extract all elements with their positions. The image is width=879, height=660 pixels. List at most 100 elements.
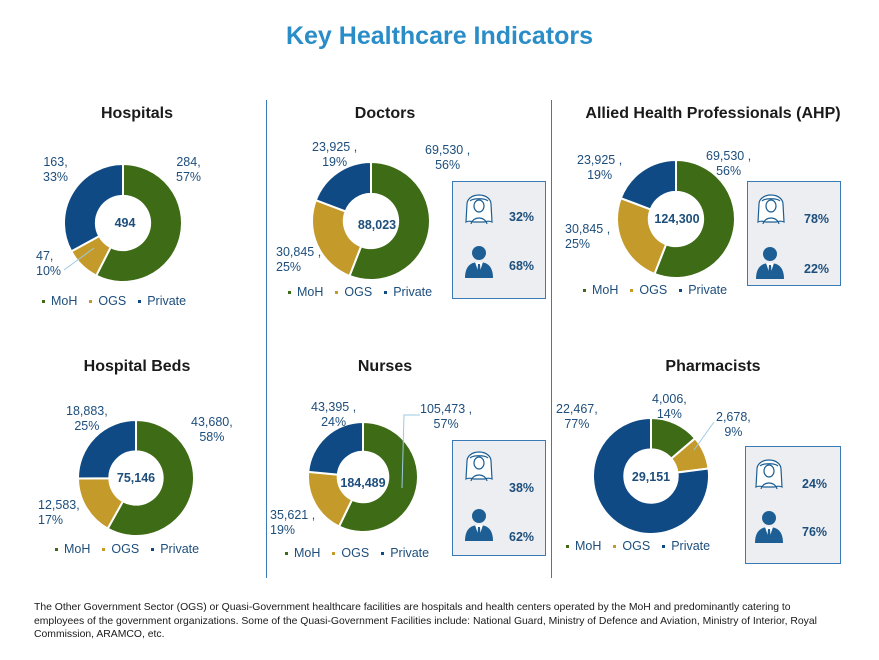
legend-item-ogs: OGS (89, 294, 126, 308)
legend-label: OGS (98, 294, 127, 308)
leader-line (693, 421, 715, 451)
legend-swatch (566, 545, 569, 549)
slice-label-private: 43,395 , 24% (311, 400, 357, 429)
slice-moh (337, 420, 419, 533)
chart-title-pharmacists: Pharmacists (665, 358, 761, 375)
female-percent: 24% (802, 477, 828, 491)
slice-label-ogs: 35,621 , 19% (270, 508, 316, 537)
legend-swatch (102, 548, 106, 552)
male-percent: 76% (802, 525, 828, 539)
chart-title-hospitals: Hospitals (100, 105, 174, 122)
legend-label: Private (147, 294, 187, 308)
slice-label-private: 18,883, 25% (66, 404, 108, 433)
legend-label: OGS (344, 285, 373, 299)
male-percent: 22% (804, 262, 830, 276)
female-percent: 78% (804, 212, 830, 226)
slice-private (63, 162, 124, 253)
legend-item-moh: MoH (285, 546, 320, 560)
legend-label: MoH (64, 542, 91, 556)
legend: MoH OGS Private (285, 546, 441, 560)
legend-item-ogs: OGS (335, 285, 372, 299)
legend-label: Private (688, 283, 728, 297)
legend-item-moh: MoH (566, 539, 601, 553)
legend-swatch (662, 545, 666, 549)
slice-label-ogs: 30,845 , 25% (276, 245, 322, 274)
slice-private (307, 420, 364, 476)
gender-box-doctors: 32% 68% (452, 181, 546, 299)
legend-label: Private (160, 542, 200, 556)
female-percent: 38% (509, 481, 535, 495)
leader-line (401, 414, 420, 489)
male-icon (465, 246, 493, 278)
slice-private (77, 418, 137, 480)
total-hospital-beds: 75,146 (116, 471, 156, 485)
legend-item-ogs: OGS (630, 283, 667, 297)
legend-swatch (630, 289, 634, 293)
legend-swatch (335, 291, 339, 295)
slice-label-private: 23,925 , 19% (577, 153, 623, 182)
column-divider (266, 100, 267, 578)
legend-swatch (332, 552, 336, 556)
chart-title-nurses: Nurses (357, 358, 413, 375)
chart-title-ahp: Allied Health Professionals (AHP) (585, 105, 841, 122)
slice-label-ogs: 12,583, 17% (38, 498, 80, 527)
legend-label: OGS (639, 283, 668, 297)
female-icon (465, 451, 493, 482)
slice-moh (106, 418, 195, 537)
legend-swatch (285, 552, 288, 556)
legend-label: OGS (111, 542, 140, 556)
gender-box-ahp: 78% 22% (747, 181, 841, 286)
legend-item-ogs: OGS (613, 539, 650, 553)
slice-ogs (616, 196, 668, 276)
male-percent: 68% (509, 259, 535, 273)
gender-box-pharmacists: 24% 76% (745, 446, 841, 564)
column-divider (551, 100, 552, 578)
legend: MoH OGS Private (566, 539, 722, 553)
legend-label: Private (671, 539, 711, 553)
legend-item-moh: MoH (42, 294, 77, 308)
legend-item-moh: MoH (583, 283, 618, 297)
slice-label-ogs: 30,845 , 25% (565, 222, 611, 251)
male-percent: 62% (509, 530, 535, 544)
slice-label-private: 22,467, 77% (556, 402, 598, 431)
legend-item-private: Private (151, 542, 199, 556)
legend-item-private: Private (384, 285, 432, 299)
total-ahp: 124,300 (654, 212, 700, 226)
legend-swatch (613, 545, 617, 549)
slice-ogs (311, 198, 363, 278)
slice-label-moh: 43,680, 58% (191, 415, 233, 444)
legend-item-moh: MoH (288, 285, 323, 299)
leader-line (63, 247, 95, 271)
legend: MoH OGS Private (42, 294, 198, 308)
total-doctors: 88,023 (357, 218, 397, 232)
legend-swatch (384, 291, 388, 295)
legend-label: MoH (297, 285, 324, 299)
female-icon (755, 459, 783, 490)
legend-label: MoH (51, 294, 78, 308)
donut-hospitals (63, 162, 183, 283)
legend-swatch (679, 289, 683, 293)
male-icon (755, 511, 783, 543)
footnote: The Other Government Sector (OGS) or Qua… (34, 602, 817, 640)
chart-title-hospital-beds: Hospital Beds (83, 358, 191, 375)
slice-moh (348, 160, 431, 281)
legend-item-ogs: OGS (102, 542, 139, 556)
slice-moh (94, 162, 183, 283)
donut-doctors (311, 160, 431, 281)
legend-swatch (89, 300, 93, 304)
slice-label-private: 163, 33% (43, 155, 69, 184)
male-icon (756, 247, 784, 279)
total-pharmacists: 29,151 (631, 470, 671, 484)
legend: MoH OGS Private (55, 542, 211, 556)
legend-swatch (42, 300, 45, 304)
chart-title-doctors: Doctors (354, 105, 416, 122)
legend-label: Private (393, 285, 433, 299)
legend: MoH OGS Private (583, 283, 739, 297)
donut-hospital-beds (76, 418, 195, 537)
slice-private (314, 160, 372, 213)
legend-swatch (288, 291, 291, 295)
page-title: Key Healthcare Indicators (285, 22, 594, 50)
legend-swatch (381, 552, 385, 556)
legend-swatch (151, 548, 155, 552)
legend-label: MoH (575, 539, 602, 553)
